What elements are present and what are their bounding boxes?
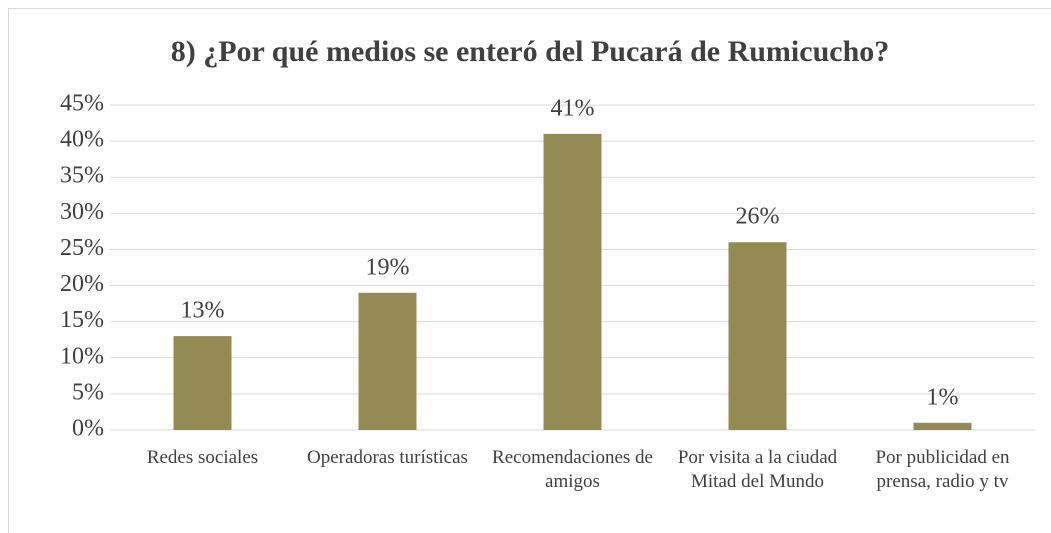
y-tick-label: 35% [60, 163, 104, 189]
bar [913, 422, 972, 430]
y-tick-label: 20% [60, 271, 104, 297]
bar [358, 292, 417, 430]
y-tick-label: 0% [72, 416, 104, 442]
data-label: 13% [181, 298, 225, 324]
bar [173, 336, 232, 430]
data-label: 19% [366, 254, 410, 280]
y-tick-label: 15% [60, 307, 104, 333]
data-label: 41% [551, 95, 595, 121]
x-tick-label: Por publicidad en prensa, radio y tv [875, 447, 1010, 492]
y-tick-label: 25% [60, 235, 104, 261]
y-tick-label: 30% [60, 199, 104, 225]
x-tick-label: Redes sociales [146, 447, 259, 468]
x-tick-label: Operadoras turísticas [307, 447, 468, 468]
y-tick-label: 10% [60, 343, 104, 369]
data-label: 1% [927, 384, 959, 410]
x-tick-label: Recomendaciones de amigos [492, 447, 653, 492]
y-tick-label: 45% [60, 91, 104, 117]
data-label: 26% [736, 204, 780, 230]
x-tick-label: Por visita a la ciudad Mitad del Mundo [677, 447, 838, 492]
chart-title: 8) ¿Por qué medios se enteró del Pucará … [171, 35, 890, 68]
bar [543, 133, 602, 430]
y-tick-label: 40% [60, 127, 104, 153]
y-tick-label: 5% [72, 379, 104, 405]
bar [728, 242, 787, 430]
chart-border [8, 8, 1051, 533]
